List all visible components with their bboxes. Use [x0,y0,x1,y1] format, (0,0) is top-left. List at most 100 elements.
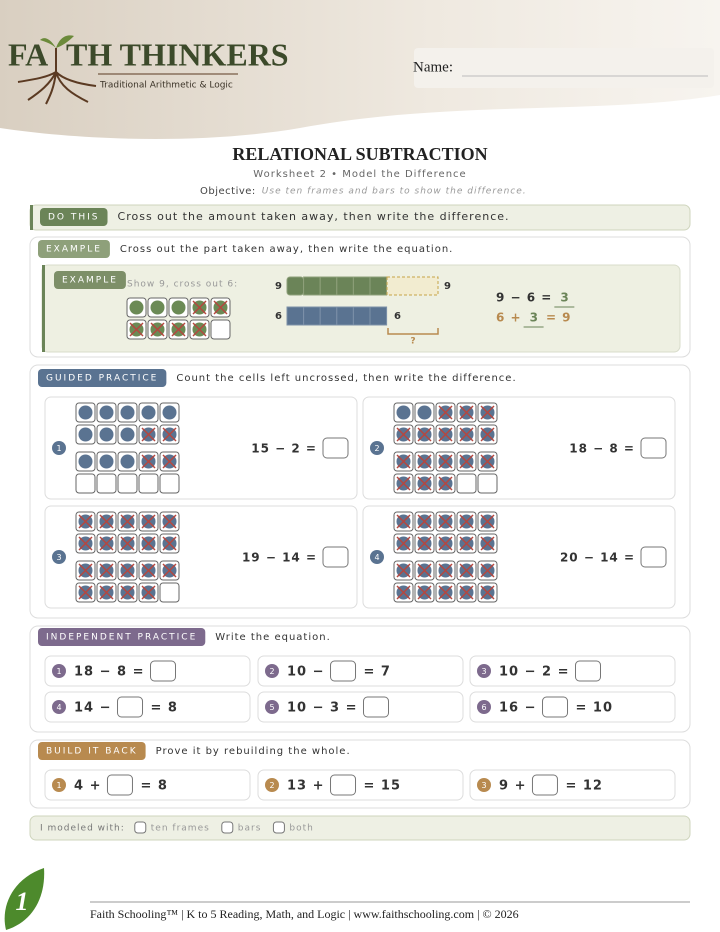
cell [456,473,477,494]
cross [459,427,474,442]
cross [99,514,114,529]
example-inner-tag-bg [54,271,126,289]
cross [480,454,495,469]
check-option: bars [238,824,262,834]
answer-box [330,774,357,796]
number-badge [477,664,491,678]
counter [78,427,93,442]
cross [396,536,411,551]
cross [78,585,93,600]
equation: 14 − [74,701,112,716]
bar-unit [286,306,305,326]
number-badge [477,778,491,792]
number: 3 [481,667,486,676]
do-this-text: Cross out the amount taken away, then wr… [118,210,510,223]
bar-unit [319,306,338,326]
cross [141,514,156,529]
equation: 18 − 8 = [569,442,635,456]
item-card [257,655,464,687]
cross [162,427,177,442]
cross [150,322,165,337]
number-badge [477,700,491,714]
cross [480,585,495,600]
cross [192,300,207,315]
equation: 18 − 8 = [74,665,145,680]
check-option: both [289,824,313,834]
cross [141,454,156,469]
equation: 15 − 2 = [251,442,317,456]
tagline: Traditional Arithmetic & Logic [99,81,233,91]
do-this-tag: DO THIS [48,213,100,223]
cross [99,536,114,551]
equation: 4 + [74,779,101,794]
cross [171,322,186,337]
guided-tag-bg [38,369,167,387]
example-tag: EXAMPLE [46,245,102,255]
independent-tag-bg [38,628,206,646]
bracket [387,328,439,335]
equation: 10 − 3 = [287,701,358,716]
build-tag-bg [38,742,146,760]
logo-tree [17,35,97,105]
cell [159,473,180,494]
item-card [44,655,251,687]
item-card [469,691,676,723]
checkbox [134,821,147,834]
bar-label: 9 [444,281,451,292]
answer-box [117,696,144,718]
number: 1 [56,444,61,453]
counter [141,405,156,420]
cross [120,514,135,529]
example-prompt: Show 9, cross out 6: [127,280,238,290]
cross [417,585,432,600]
bar-unit [369,306,388,326]
footer-text: Faith Schooling™ | K to 5 Reading, Math,… [90,907,519,921]
cross [480,405,495,420]
bar-label: 6 [275,311,282,322]
cross [396,476,411,491]
question: ? [410,337,415,347]
number-badge [265,700,279,714]
equation: = 10 [576,701,614,716]
cross [480,514,495,529]
guided-text: Count the cells left uncrossed, then wri… [176,373,516,384]
cross [459,536,474,551]
title: RELATIONAL SUBTRACTION [232,144,487,164]
cell [96,473,117,494]
counter [150,300,165,315]
name-box [414,48,714,88]
cross [480,563,495,578]
cross [120,563,135,578]
answer-box [150,660,176,682]
objective-label: Objective: [200,186,256,197]
cross [417,476,432,491]
equation: 20 − 14 = [560,551,635,565]
answer: 3 [560,291,568,305]
check-bar [29,815,691,841]
cross [417,427,432,442]
cross [438,536,453,551]
checkbox [272,821,285,834]
number: 2 [269,781,274,790]
header-band [0,0,720,139]
bar-unit [336,306,354,326]
bar-unit [286,276,305,296]
cross [396,585,411,600]
equation: 19 − 14 = [242,551,317,565]
cross [438,585,453,600]
cross [459,585,474,600]
number: 5 [269,703,274,712]
page-number: 1 [16,887,29,916]
cross [192,322,207,337]
number-badge [52,664,66,678]
cross [438,514,453,529]
brand: FA [8,36,48,72]
bar-unit [352,276,371,296]
check-option: ten frames [151,824,210,834]
equation: 9 − 6 = [496,291,552,305]
cross [438,563,453,578]
build-tag: BUILD IT BACK [46,747,138,757]
answer-box [640,437,667,459]
number: 3 [481,781,486,790]
item-card [44,769,251,801]
